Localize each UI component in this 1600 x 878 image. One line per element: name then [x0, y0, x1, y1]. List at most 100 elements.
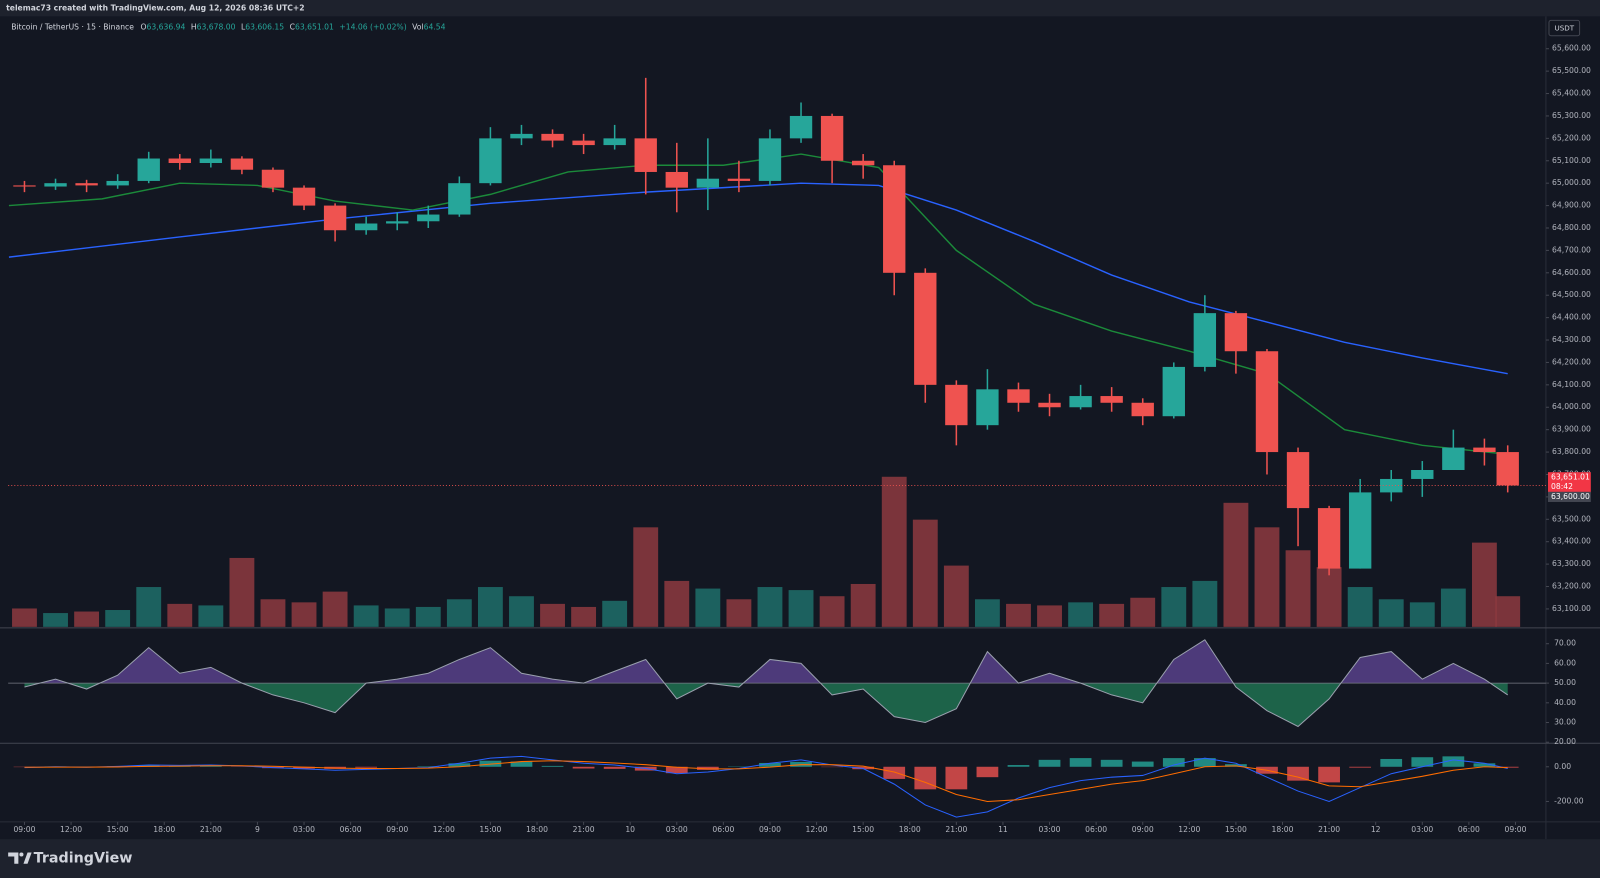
candle-body	[261, 169, 285, 188]
x-tick-label: 9	[255, 825, 260, 834]
candle-body	[1348, 492, 1372, 569]
candle-body	[354, 223, 378, 231]
logo-mark	[23, 852, 32, 864]
x-tick-label: 06:00	[1458, 825, 1480, 834]
y-tick-label: 63,200.00	[1552, 582, 1591, 591]
candle-body	[789, 115, 813, 139]
candle-body	[976, 389, 999, 426]
macd-histogram-bar	[1069, 758, 1092, 767]
y-tick-label: 65,400.00	[1552, 89, 1591, 98]
macd-line	[24, 755, 1508, 818]
volume-bar	[1192, 580, 1218, 627]
x-tick-label: 12:00	[1178, 825, 1200, 834]
y-tick-label: 50.00	[1554, 678, 1576, 687]
y-tick-label: 40.00	[1554, 698, 1576, 707]
signal-line	[24, 760, 1508, 802]
volume-bar	[291, 602, 317, 627]
candle-body	[417, 214, 440, 222]
y-tick-label: 65,100.00	[1552, 156, 1591, 165]
candle-body	[634, 138, 657, 172]
macd-histogram-bar	[448, 763, 471, 767]
ohlc-value: 63,651.01	[295, 23, 334, 32]
moving-average	[8, 182, 1508, 375]
y-tick-label: 63,100.00	[1552, 604, 1591, 613]
volume-bar	[1495, 596, 1521, 627]
candle-body	[479, 138, 502, 184]
volume-bar	[850, 583, 876, 627]
candle-body	[820, 115, 844, 161]
macd-histogram-bar	[759, 762, 781, 767]
ohlc-key: L	[241, 23, 246, 32]
candle-body	[323, 205, 347, 231]
volume-bar	[12, 608, 37, 627]
macd-histogram-bar	[541, 765, 564, 767]
x-tick-label: 03:00	[1039, 825, 1061, 834]
candle-body	[914, 272, 937, 385]
macd-histogram-bar	[603, 766, 626, 769]
candle-body	[44, 183, 67, 187]
candle-body	[1442, 447, 1465, 470]
x-tick-label: 18:00	[1271, 825, 1293, 834]
ohlc-value: 63,636.94	[146, 23, 185, 32]
candle-body	[541, 133, 564, 141]
macd-histogram-bar	[945, 766, 968, 790]
macd-histogram-bar	[1473, 763, 1496, 767]
y-tick-label: 64,600.00	[1552, 268, 1591, 277]
x-tick-label: 09:00	[1132, 825, 1154, 834]
volume-bar	[664, 580, 690, 627]
ohlc-key: H	[191, 23, 197, 32]
volume-bar	[1347, 587, 1373, 627]
ohlc-key: C	[290, 23, 295, 32]
macd-histogram-bar	[293, 766, 315, 769]
x-tick-label: 03:00	[666, 825, 688, 834]
y-tick-label: 63,500.00	[1552, 514, 1591, 523]
last-price-tag	[1547, 472, 1591, 493]
candle-body	[292, 187, 316, 206]
candle-body	[1100, 396, 1123, 403]
x-tick-label: 10	[625, 825, 635, 834]
x-tick-label: 09:00	[13, 825, 35, 834]
candle-body	[1473, 447, 1496, 453]
volume-bar	[167, 603, 193, 627]
volume-bar	[881, 476, 907, 627]
macd-histogram-bar	[510, 761, 533, 767]
candle-body	[696, 178, 720, 188]
macd-histogram-bar	[914, 766, 937, 790]
candle-body	[106, 180, 129, 186]
rsi-fill-below	[24, 683, 1508, 727]
logo-mark	[19, 852, 24, 857]
volume-bar	[1130, 597, 1156, 627]
volume-bar	[726, 599, 752, 627]
credit: telemac73 created with TradingView.com, …	[6, 4, 305, 13]
x-tick-label: 12	[1371, 825, 1381, 834]
y-tick-label: 63,400.00	[1552, 537, 1591, 546]
x-tick-label: 15:00	[1225, 825, 1247, 834]
volume-bar	[602, 600, 628, 627]
macd-histogram-bar	[1007, 765, 1030, 767]
rsi-fill-above	[24, 639, 1508, 684]
candle-body	[1286, 452, 1310, 509]
candle-body	[1069, 396, 1092, 408]
x-tick-label: 21:00	[573, 825, 595, 834]
y-tick-label: 65,000.00	[1552, 178, 1591, 187]
x-tick-label: 12:00	[806, 825, 828, 834]
candle-body	[386, 221, 409, 224]
y-tick-label: 64,100.00	[1552, 380, 1591, 389]
volume-bar	[1285, 550, 1311, 627]
volume-value: 64.54	[424, 23, 446, 32]
candle-body	[1038, 402, 1061, 408]
y-tick-label: 65,300.00	[1552, 111, 1591, 120]
x-tick-label: 12:00	[60, 825, 82, 834]
volume-bar	[540, 603, 565, 627]
volume-bar	[1099, 603, 1125, 627]
currency-box[interactable]	[1548, 19, 1581, 37]
candle-body	[137, 158, 160, 181]
macd-histogram-bar	[199, 766, 222, 767]
volume-bar	[415, 606, 441, 627]
logo-mark	[8, 852, 19, 864]
volume-bar	[43, 613, 68, 627]
x-tick-label: 21:00	[945, 825, 967, 834]
macd-histogram-bar	[1131, 761, 1154, 767]
volume-bar	[1378, 599, 1404, 627]
marker-price-label: 63,600.00	[1551, 492, 1590, 501]
